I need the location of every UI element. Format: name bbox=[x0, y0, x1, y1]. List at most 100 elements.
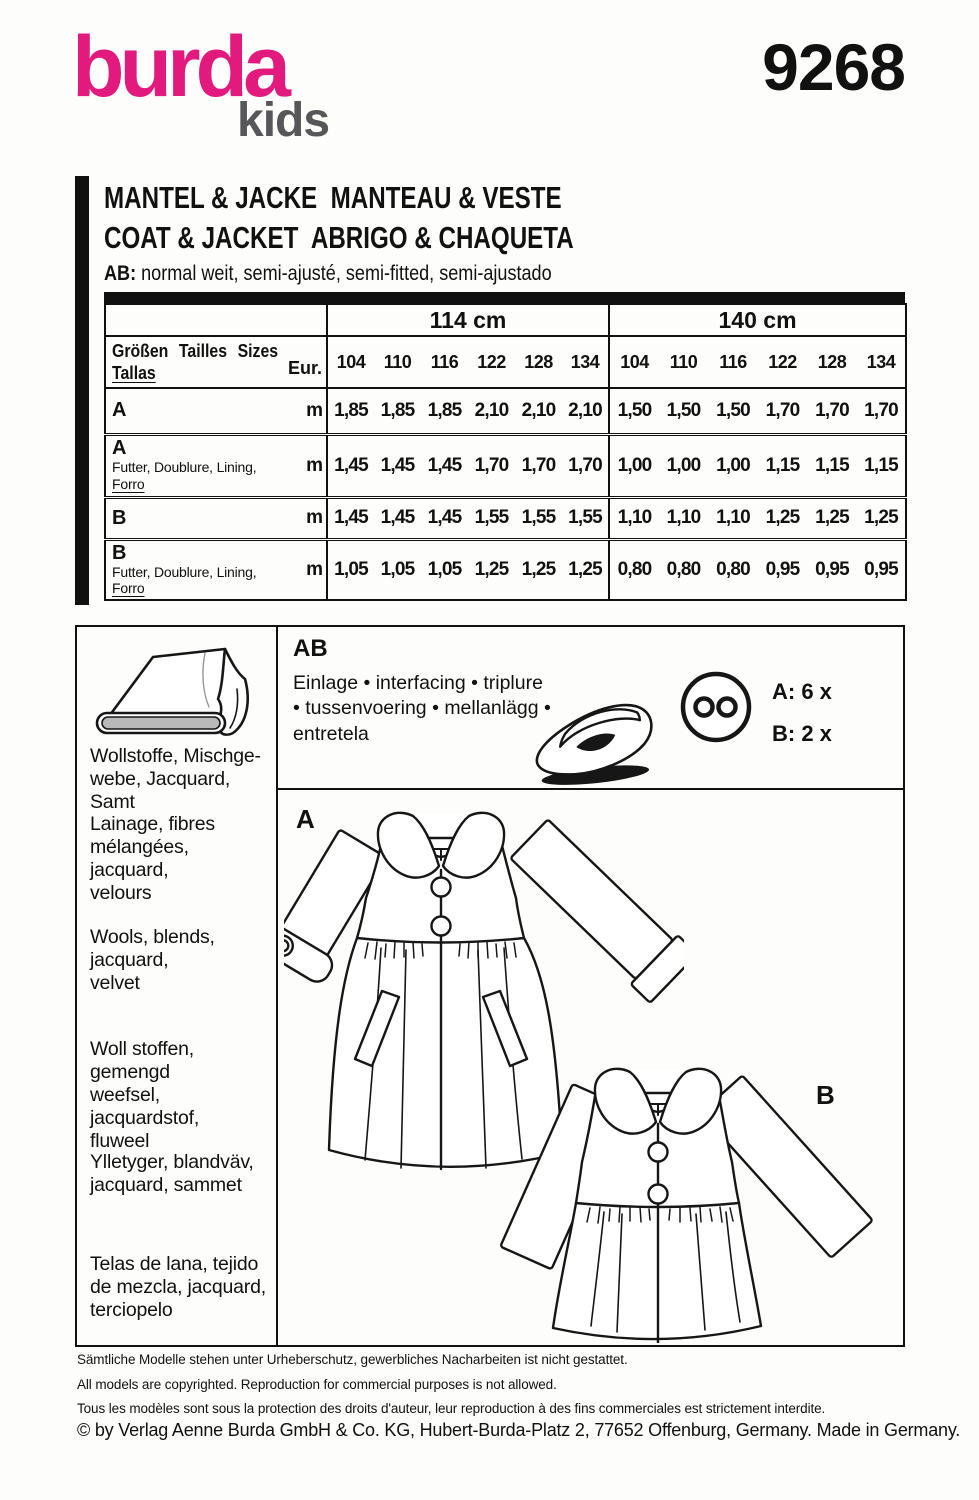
yardage-value-cell: 1,70 bbox=[765, 399, 801, 421]
yardage-value-cell: 1,25 bbox=[857, 495, 907, 539]
unit-cell: m bbox=[283, 495, 328, 539]
lining-label: Futter, Doublure, Lining, bbox=[112, 563, 257, 580]
sizes-label-line1: Größen Tailles Sizes bbox=[112, 340, 279, 361]
row-label-cell: B Futter, Doublure, Lining, Forro bbox=[105, 537, 283, 600]
lining-label-es: Forro bbox=[112, 580, 145, 597]
title-en-es-text: COAT & JACKET ABRIGO & CHAQUETA bbox=[104, 220, 574, 255]
yardage-row-a-lining: A Futter, Doublure, Lining, Forro m 1,45… bbox=[105, 432, 907, 497]
yardage-value-cell: 1,25 bbox=[515, 537, 562, 600]
title-de-fr-text: MANTEL & JACKE MANTEAU & VESTE bbox=[104, 180, 562, 215]
technical-drawings: A bbox=[278, 792, 905, 1345]
notions-section: AB Einlage • interfacing • triplure • tu… bbox=[278, 627, 903, 790]
fabric-advice-column: Wollstoffe, Mischge- webe, Jacquard, Sam… bbox=[77, 627, 278, 1345]
yardage-value-cell: 1,50 bbox=[716, 399, 751, 421]
yardage-value-cell: 1,70 bbox=[864, 399, 899, 421]
size-header-cell: 134 bbox=[857, 336, 907, 389]
unit-cell: m bbox=[283, 388, 328, 434]
fit-text: normal weit, semi-ajusté, semi-fitted, s… bbox=[141, 262, 552, 285]
yardage-value-cell: 1,70 bbox=[515, 432, 562, 497]
yardage-table: 114 cm 140 cm Größen Tailles Sizes Talla… bbox=[104, 303, 908, 601]
yardage-value-cell: 1,70 bbox=[815, 399, 850, 421]
fabric-width-row: 114 cm 140 cm bbox=[105, 304, 907, 337]
fit-description: AB: normal weit, semi-ajusté, semi-fitte… bbox=[104, 262, 625, 286]
view-a-label: A bbox=[296, 804, 315, 834]
yardage-value-cell: 0,95 bbox=[807, 537, 857, 600]
eur-label-cell: Eur. bbox=[283, 336, 328, 389]
title-en-es: COAT & JACKET ABRIGO & CHAQUETA bbox=[104, 222, 706, 253]
button-count-b: B: 2 x bbox=[772, 721, 832, 746]
fabric-description: Ylletyger, blandväv, jacquard, sammet bbox=[90, 1151, 254, 1196]
left-black-bar bbox=[75, 176, 89, 605]
copyright-fr: Tous les modèles sont sous la protection… bbox=[77, 1401, 826, 1416]
size-header-cell: 110 bbox=[374, 336, 421, 389]
yardage-value-cell: 1,10 bbox=[659, 495, 708, 539]
button-count-a: A: 6 x bbox=[772, 679, 832, 704]
row-label-cell: A Futter, Doublure, Lining, Forro bbox=[105, 432, 283, 497]
coat-a-drawing bbox=[284, 811, 684, 1171]
yardage-row-b-lining: B Futter, Doublure, Lining, Forro m 1,05… bbox=[105, 537, 907, 600]
size-header-cell: 128 bbox=[515, 336, 562, 389]
lining-label: Futter, Doublure, Lining, bbox=[112, 459, 257, 476]
size-header-cell: 104 bbox=[608, 336, 659, 389]
yardage-value-cell: 1,05 bbox=[374, 537, 421, 600]
yardage-value-cell: 1,85 bbox=[380, 399, 416, 421]
publisher-line: © by Verlag Aenne Burda GmbH & Co. KG, H… bbox=[77, 1420, 961, 1440]
yardage-value-cell: 1,25 bbox=[562, 537, 609, 600]
yardage-value-cell: 2,10 bbox=[474, 399, 510, 421]
size-header-cell: 134 bbox=[562, 336, 609, 389]
size-header-cell: 128 bbox=[807, 336, 857, 389]
pattern-number: 9268 bbox=[762, 30, 906, 104]
yardage-value-cell: 2,10 bbox=[568, 399, 603, 421]
yardage-value-cell: 1,05 bbox=[421, 537, 468, 600]
burda-logo: burda bbox=[72, 19, 291, 115]
button-icon bbox=[680, 671, 752, 743]
blank-cell bbox=[105, 304, 328, 337]
yardage-value-cell: 1,45 bbox=[374, 432, 421, 497]
yardage-value-cell: 1,55 bbox=[562, 495, 609, 539]
table-top-bar bbox=[104, 292, 905, 303]
yardage-value-cell: 0,95 bbox=[857, 537, 907, 600]
yardage-value-cell: 1,55 bbox=[468, 495, 515, 539]
yardage-value-cell: 1,15 bbox=[857, 432, 907, 497]
yardage-value-cell: 1,15 bbox=[758, 432, 807, 497]
instructions-box: Wollstoffe, Mischge- webe, Jacquard, Sam… bbox=[75, 625, 905, 1347]
fabric-description: Telas de lana, tejido de mezcla, jacquar… bbox=[90, 1253, 266, 1321]
size-header-cell: 116 bbox=[708, 336, 758, 389]
yardage-value-cell: 0,95 bbox=[758, 537, 807, 600]
yardage-value-cell: 1,00 bbox=[608, 432, 659, 497]
view-letter: B bbox=[112, 506, 127, 529]
fabric-description: Woll stoffen, gemengd weefsel, jacquards… bbox=[90, 1038, 200, 1152]
size-header-cell: 122 bbox=[468, 336, 515, 389]
width-header-114: 114 cm bbox=[327, 304, 610, 337]
title-de-fr: MANTEL & JACKE MANTEAU & VESTE bbox=[104, 182, 691, 213]
view-letter: A bbox=[112, 437, 127, 460]
yardage-value-cell: 1,15 bbox=[807, 432, 857, 497]
kids-logo: kids bbox=[237, 94, 330, 147]
fabric-description: Lainage, fibres mélangées, jacquard, vel… bbox=[90, 813, 215, 904]
yardage-value-cell: 1,00 bbox=[708, 432, 758, 497]
copyright-en: All models are copyrighted. Reproduction… bbox=[77, 1377, 557, 1392]
yardage-value-cell: 1,10 bbox=[708, 495, 758, 539]
yardage-value-cell: 0,80 bbox=[708, 537, 758, 600]
copyright-de: Sämtliche Modelle stehen unter Urhebersc… bbox=[77, 1352, 628, 1367]
fabric-description: Wollstoffe, Mischge- webe, Jacquard, Sam… bbox=[90, 745, 261, 813]
width-header-140: 140 cm bbox=[609, 304, 907, 337]
fabric-description: Wools, blends, jacquard, velvet bbox=[90, 926, 215, 994]
yardage-value-cell: 1,45 bbox=[421, 432, 468, 497]
size-header-cell: 116 bbox=[421, 336, 468, 389]
yardage-value-cell: 1,00 bbox=[659, 432, 708, 497]
unit-cell: m bbox=[283, 537, 328, 600]
fit-description-text: AB: normal weit, semi-ajusté, semi-fitte… bbox=[104, 262, 552, 286]
yardage-value-cell: 1,55 bbox=[515, 495, 562, 539]
view-letter: A bbox=[112, 399, 127, 422]
jacket-b-drawing bbox=[500, 1067, 873, 1343]
size-header-cell: 122 bbox=[758, 336, 807, 389]
yardage-value-cell: 1,25 bbox=[468, 537, 515, 600]
yardage-row-b: B m 1,45 1,45 1,45 1,55 1,55 1,55 1,10 1,10 1,10… bbox=[105, 495, 907, 539]
sizes-label-cell: Größen Tailles Sizes Tallas bbox=[105, 336, 283, 389]
interfacing-text: Einlage • interfacing • triplure • tusse… bbox=[293, 672, 551, 745]
yardage-value-cell: 1,25 bbox=[758, 495, 807, 539]
sizes-label-line2: Tallas bbox=[112, 363, 156, 383]
yardage-value-cell: 1,85 bbox=[427, 399, 463, 421]
